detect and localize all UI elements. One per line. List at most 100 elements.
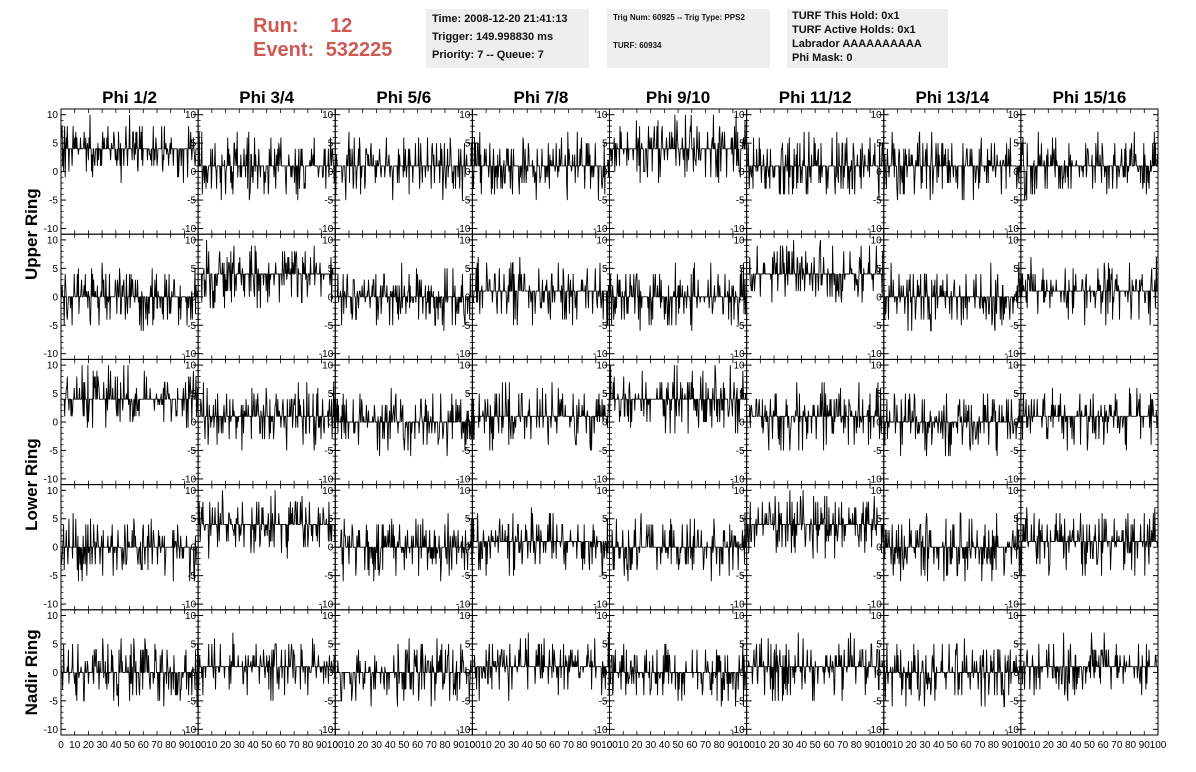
y-tick-label: -5 xyxy=(599,446,608,457)
y-tick-label: -10 xyxy=(730,349,745,360)
waveform-series xyxy=(472,632,610,701)
x-tick-label: 10 xyxy=(618,740,630,751)
phi-mask-text: Phi Mask: 0 xyxy=(792,52,853,64)
column-title: Phi 5/6 xyxy=(376,88,431,107)
y-tick-label: 10 xyxy=(322,486,334,497)
y-tick-label: 0 xyxy=(465,543,471,554)
y-tick-label: 10 xyxy=(1008,361,1020,372)
y-tick-label: 0 xyxy=(1013,668,1019,679)
y-tick-label: 5 xyxy=(328,139,334,150)
x-tick-label: 70 xyxy=(426,740,438,751)
y-tick-label: -5 xyxy=(599,196,608,207)
x-tick-label: 70 xyxy=(289,740,301,751)
y-tick-label: 10 xyxy=(459,235,471,246)
y-tick-label: 10 xyxy=(734,486,746,497)
y-tick-label: 10 xyxy=(185,486,197,497)
y-tick-label: 0 xyxy=(465,668,471,679)
y-tick-label: 10 xyxy=(871,361,883,372)
x-tick-label: 90 xyxy=(864,740,876,751)
y-tick-label: 10 xyxy=(459,361,471,372)
y-tick-label: -10 xyxy=(44,224,59,235)
y-tick-label: 5 xyxy=(52,514,58,525)
y-tick-label: 5 xyxy=(465,389,471,400)
y-tick-label: -5 xyxy=(873,196,882,207)
x-tick-label: 100 xyxy=(738,740,755,751)
y-tick-label: -5 xyxy=(461,446,470,457)
y-tick-label: 0 xyxy=(52,668,58,679)
waveform-series xyxy=(334,638,473,707)
run-value: 12 xyxy=(330,15,353,37)
y-tick-label: -10 xyxy=(593,725,608,736)
x-tick-label: 100 xyxy=(875,740,892,751)
waveform-series xyxy=(198,382,336,451)
y-tick-label: 0 xyxy=(52,292,58,303)
y-tick-label: 5 xyxy=(52,264,58,275)
x-tick-label: 70 xyxy=(1111,740,1123,751)
x-tick-label: 90 xyxy=(590,740,602,751)
y-tick-label: 5 xyxy=(739,139,745,150)
x-tick-label: 80 xyxy=(302,740,314,751)
y-tick-label: 5 xyxy=(52,139,58,150)
y-tick-label: 5 xyxy=(602,514,608,525)
labrador-text: Labrador AAAAAAAAAA xyxy=(792,38,922,50)
y-tick-label: 10 xyxy=(47,235,59,246)
y-tick-label: -10 xyxy=(182,600,197,611)
waveform-series xyxy=(1020,632,1159,701)
panel-frame xyxy=(1020,233,1159,360)
y-tick-label: -5 xyxy=(736,321,745,332)
y-tick-label: -10 xyxy=(593,474,608,485)
y-tick-label: 10 xyxy=(322,110,334,121)
y-tick-label: -10 xyxy=(44,349,59,360)
waveform-series xyxy=(609,513,747,582)
waveform-series xyxy=(60,513,199,582)
y-tick-label: 0 xyxy=(52,167,58,178)
y-tick-label: -5 xyxy=(599,696,608,707)
waveform-series xyxy=(471,131,610,201)
column-title: Phi 1/2 xyxy=(102,88,157,107)
x-tick-label: 70 xyxy=(151,740,163,751)
x-tick-label: 40 xyxy=(247,740,259,751)
y-tick-label: 0 xyxy=(876,167,882,178)
x-tick-label: 80 xyxy=(988,740,1000,751)
y-tick-label: 0 xyxy=(876,668,882,679)
trigger-text: Trigger: 149.998830 ms xyxy=(432,31,554,43)
waveform-series xyxy=(471,507,610,576)
x-tick-label: 40 xyxy=(659,740,671,751)
y-tick-label: 10 xyxy=(47,361,59,372)
y-tick-label: -5 xyxy=(599,321,608,332)
waveform-series xyxy=(60,638,199,707)
x-tick-label: 60 xyxy=(138,740,150,751)
y-tick-label: 0 xyxy=(876,292,882,303)
y-tick-label: -5 xyxy=(873,571,882,582)
y-tick-label: -5 xyxy=(49,571,58,582)
y-tick-label: -10 xyxy=(730,600,745,611)
y-tick-label: -10 xyxy=(182,725,197,736)
x-tick-label: 50 xyxy=(1084,740,1096,751)
y-tick-label: -10 xyxy=(730,224,745,235)
priority-text: Priority: 7 -- Queue: 7 xyxy=(432,49,544,61)
x-tick-label: 20 xyxy=(220,740,232,751)
y-tick-label: 10 xyxy=(185,611,197,622)
turf-text: TURF: 60934 xyxy=(613,41,662,50)
y-tick-label: 10 xyxy=(734,361,746,372)
y-tick-label: 10 xyxy=(871,110,883,121)
y-tick-label: -10 xyxy=(1004,224,1019,235)
waveform-series xyxy=(609,262,747,331)
x-tick-label: 50 xyxy=(261,740,273,751)
x-tick-label: 0 xyxy=(332,740,338,751)
y-tick-label: -5 xyxy=(1010,196,1019,207)
x-tick-label: 80 xyxy=(577,740,589,751)
y-tick-label: 5 xyxy=(328,639,334,650)
x-tick-label: 20 xyxy=(631,740,643,751)
waveform-series xyxy=(60,114,199,184)
y-tick-label: 10 xyxy=(596,361,608,372)
x-tick-label: 30 xyxy=(782,740,794,751)
y-tick-label: 10 xyxy=(596,110,608,121)
y-tick-label: 5 xyxy=(739,264,745,275)
column-title: Phi 9/10 xyxy=(646,88,710,107)
waveform-series xyxy=(883,262,1022,332)
x-tick-label: 70 xyxy=(563,740,575,751)
turf-active-text: TURF Active Holds: 0x1 xyxy=(792,24,916,36)
y-tick-label: -10 xyxy=(867,474,882,485)
y-tick-label: -5 xyxy=(187,696,196,707)
